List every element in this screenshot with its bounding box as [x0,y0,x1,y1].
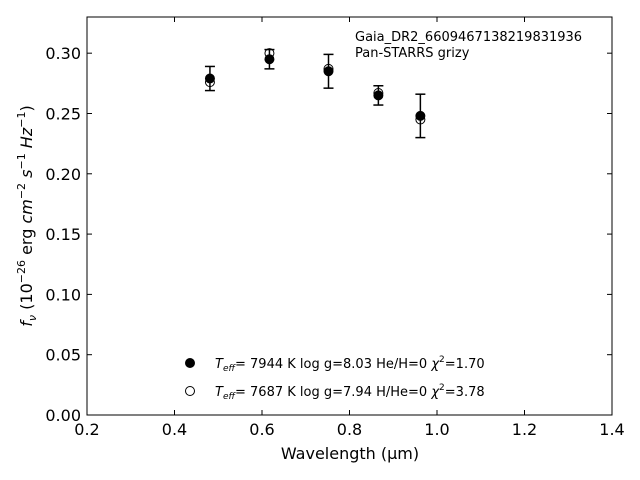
x-tick-label: 1.0 [424,420,449,439]
x-tick-label: 0.6 [249,420,274,439]
svg-text:Teff= 7687 K log g=7.94 H/H: Teff= 7687 K log g=7.94 H/He=0 χ2=3.78 [215,383,485,402]
observed-point-filled [264,54,275,65]
x-tick-label: 0.4 [162,420,187,439]
x-tick-label: 0.2 [74,420,99,439]
legend-1-teff: 7944 K [250,357,296,372]
y-tick-label: 0.15 [45,225,81,244]
legend-entry-1: Teff= 7944 K log g=8.03 He/H=0 χ2=1.70 [185,355,485,374]
y-tick-label: 0.20 [45,165,81,184]
legend-2-teff: 7687 K [250,385,296,400]
x-tick-label: 0.8 [337,420,362,439]
y-tick-label: 0.00 [45,406,81,425]
y-tick-label: 0.25 [45,104,81,123]
legend-2-comp: H/He=0 [376,385,427,400]
legend: Teff= 7944 K log g=8.03 He/H=0 χ2=1.70 T… [185,355,485,402]
tick-marks: 0.2 0.4 0.6 0.8 1.0 1.2 1.4 0.00 0.05 0.10 0.15 0.2… [45,17,625,439]
x-tick-label: 1.4 [599,420,624,439]
legend-2-logg: log g=7.94 [300,385,372,400]
observed-point-filled [204,73,215,84]
data-marks [204,48,426,139]
annotation-star-name: Gaia_DR2_6609467138219831936 [355,30,582,45]
plot-frame [86,16,613,416]
observed-point-filled [373,90,384,101]
observed-point-filled [323,66,334,77]
annotation-survey: Pan-STARRS grizy [355,46,470,61]
svg-text:Teff= 7944 K log g=8.03 He/: Teff= 7944 K log g=8.03 He/H=0 χ2=1.70 [215,355,485,374]
observed-point-filled [415,110,426,121]
legend-1-comp: He/H=0 [376,357,427,372]
y-tick-label: 0.30 [45,44,81,63]
legend-1-logg: log g=8.03 [300,357,372,372]
y-tick-label: 0.05 [45,346,81,365]
x-axis-label: Wavelength (μm) [281,444,419,463]
x-tick-label: 1.2 [512,420,537,439]
y-axis-label: fν (10−26 erg cm−2 s−1 Hz−1) [15,105,39,326]
legend-marker-open [185,386,195,396]
legend-marker-filled [185,358,195,368]
legend-entry-2: Teff= 7687 K log g=7.94 H/He=0 χ2=3.78 [185,383,485,402]
y-tick-label: 0.10 [45,285,81,304]
legend-1-chi: =1.70 [445,357,485,372]
legend-2-chi: =3.78 [445,385,485,400]
